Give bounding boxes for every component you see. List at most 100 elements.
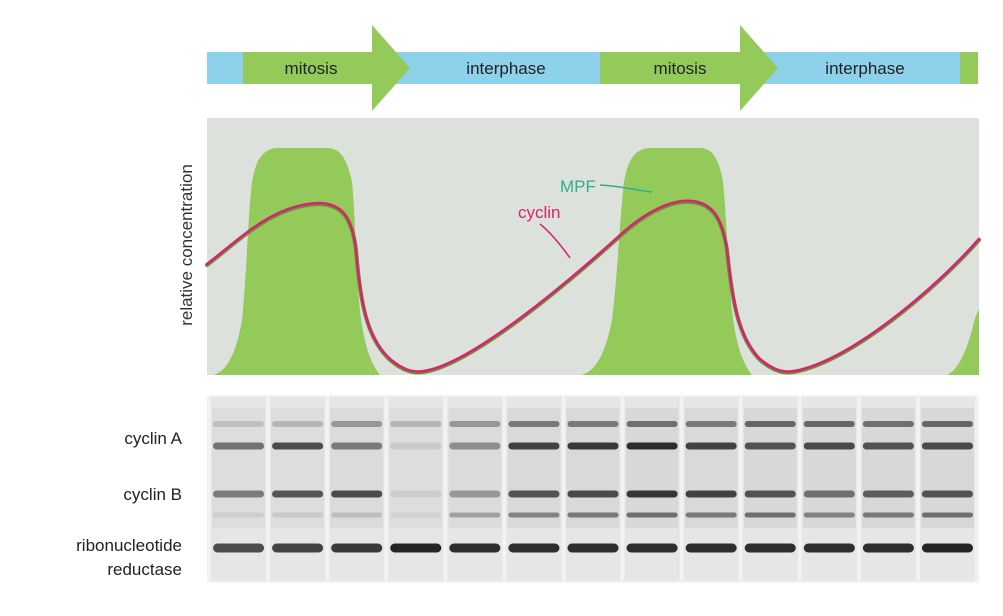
gel-lanes bbox=[211, 397, 975, 581]
gel-band-cyclin-B-lower bbox=[862, 512, 914, 518]
gel-band-cyclin-B-lower bbox=[390, 512, 442, 518]
gel-band-cyclin-A-upper bbox=[449, 421, 501, 427]
cyclin-label: cyclin bbox=[518, 203, 561, 222]
gel-band-cyclin-A-lower bbox=[685, 442, 737, 450]
gel-band-cyclin-B bbox=[744, 490, 796, 498]
gel-band-ribonucleotide-reductase bbox=[862, 543, 914, 553]
phase-arrow-mitosis-1 bbox=[243, 25, 410, 111]
gel-lane-smear bbox=[330, 408, 384, 528]
gel-band-ribonucleotide-reductase bbox=[272, 543, 324, 553]
gel-band-cyclin-A-upper bbox=[744, 421, 796, 427]
gel-band-cyclin-B bbox=[626, 490, 678, 498]
gel-lane-smear bbox=[507, 408, 561, 528]
gel-band-cyclin-B bbox=[390, 490, 442, 498]
gel-lane-smear bbox=[802, 408, 856, 528]
gel-band-cyclin-B bbox=[685, 490, 737, 498]
gel-band-cyclin-A-lower bbox=[508, 442, 560, 450]
mpf-label: MPF bbox=[560, 177, 596, 196]
gel-band-cyclin-B bbox=[862, 490, 914, 498]
gel-band-cyclin-A-lower bbox=[272, 442, 324, 450]
gel-band-cyclin-B bbox=[272, 490, 324, 498]
gel-lane-smear bbox=[684, 408, 738, 528]
gel-lane-smear bbox=[625, 408, 679, 528]
band-label-cyclin-a: cyclin A bbox=[124, 429, 182, 448]
gel-band-cyclin-A-lower bbox=[331, 442, 383, 450]
gel-band-ribonucleotide-reductase bbox=[921, 543, 973, 553]
gel-band-cyclin-A-lower bbox=[449, 442, 501, 450]
gel-band-cyclin-B-lower bbox=[567, 512, 619, 518]
gel-band-cyclin-B-lower bbox=[508, 512, 560, 518]
gel-band-ribonucleotide-reductase bbox=[803, 543, 855, 553]
gel-band-ribonucleotide-reductase bbox=[567, 543, 619, 553]
y-axis-label: relative concentration bbox=[177, 164, 196, 326]
gel-band-cyclin-A-lower bbox=[626, 442, 678, 450]
gel-band-cyclin-B-lower bbox=[803, 512, 855, 518]
gel-band-cyclin-A-lower bbox=[213, 442, 265, 450]
gel-band-cyclin-B-lower bbox=[449, 512, 501, 518]
gel-band-cyclin-B-lower bbox=[213, 512, 265, 518]
gel-band-ribonucleotide-reductase bbox=[508, 543, 560, 553]
gel-band-cyclin-B-lower bbox=[626, 512, 678, 518]
gel-band-cyclin-B bbox=[803, 490, 855, 498]
gel-band-cyclin-A-upper bbox=[803, 421, 855, 427]
gel-band-ribonucleotide-reductase bbox=[449, 543, 501, 553]
gel-band-cyclin-A-upper bbox=[508, 421, 560, 427]
gel-band-cyclin-B-lower bbox=[685, 512, 737, 518]
gel-band-ribonucleotide-reductase bbox=[331, 543, 383, 553]
gel-band-cyclin-A-lower bbox=[803, 442, 855, 450]
gel-band-cyclin-B bbox=[921, 490, 973, 498]
gel-band-ribonucleotide-reductase bbox=[626, 543, 678, 553]
phase-label-mitosis-1: mitosis bbox=[285, 59, 338, 78]
gel-band-cyclin-B-lower bbox=[272, 512, 324, 518]
phase-label-mitosis-2: mitosis bbox=[654, 59, 707, 78]
mpf-pointer bbox=[599, 184, 653, 193]
gel-band-cyclin-B-lower bbox=[331, 512, 383, 518]
gel-band-cyclin-A-lower bbox=[744, 442, 796, 450]
gel-band-cyclin-A-upper bbox=[390, 421, 442, 427]
gel-band-cyclin-A-lower bbox=[862, 442, 914, 450]
gel-lane-smear bbox=[448, 408, 502, 528]
gel-band-cyclin-A-upper bbox=[685, 421, 737, 427]
gel-band-cyclin-B-lower bbox=[921, 512, 973, 518]
phase-bar: mitosis interphase mitosis interphase bbox=[207, 25, 978, 111]
phase-label-interphase-2: interphase bbox=[825, 59, 904, 78]
gel-blot: cyclin A cyclin B ribonucleotide reducta… bbox=[76, 395, 979, 583]
cyclin-line bbox=[205, 199, 981, 373]
gel-band-cyclin-A-lower bbox=[567, 442, 619, 450]
gel-lane-smear bbox=[271, 408, 325, 528]
gel-lane-smear bbox=[920, 408, 974, 528]
gel-band-cyclin-A-upper bbox=[272, 421, 324, 427]
gel-band-cyclin-A-lower bbox=[390, 442, 442, 450]
gel-band-cyclin-A-upper bbox=[567, 421, 619, 427]
band-label-ribonucleotide: ribonucleotide bbox=[76, 536, 182, 555]
gel-lane-smear bbox=[861, 408, 915, 528]
gel-band-cyclin-B bbox=[331, 490, 383, 498]
band-label-reductase: reductase bbox=[107, 560, 182, 579]
gel-band-cyclin-B bbox=[449, 490, 501, 498]
gel-band-cyclin-A-upper bbox=[331, 421, 383, 427]
gel-band-cyclin-B bbox=[508, 490, 560, 498]
mpf-peak-1 bbox=[213, 148, 380, 375]
gel-band-cyclin-A-lower bbox=[921, 442, 973, 450]
gel-band-ribonucleotide-reductase bbox=[390, 543, 442, 553]
phase-label-interphase-1: interphase bbox=[466, 59, 545, 78]
mpf-rise-3 bbox=[947, 310, 979, 375]
concentration-graph: MPF cyclin relative concentration bbox=[177, 118, 981, 375]
gel-band-ribonucleotide-reductase bbox=[685, 543, 737, 553]
cyclin-pointer bbox=[539, 223, 571, 259]
phase-arrow-mitosis-2 bbox=[600, 25, 778, 111]
band-label-cyclin-b: cyclin B bbox=[123, 485, 182, 504]
phase-seg-mitosis-end bbox=[960, 52, 978, 84]
gel-band-cyclin-A-upper bbox=[626, 421, 678, 427]
gel-band-cyclin-A-upper bbox=[862, 421, 914, 427]
gel-band-cyclin-A-upper bbox=[921, 421, 973, 427]
phase-seg-interphase-2 bbox=[755, 52, 960, 84]
gel-band-ribonucleotide-reductase bbox=[744, 543, 796, 553]
gel-band-cyclin-B bbox=[213, 490, 265, 498]
gel-band-cyclin-B bbox=[567, 490, 619, 498]
mpf-peak-2 bbox=[581, 148, 752, 375]
gel-band-cyclin-B-lower bbox=[744, 512, 796, 518]
phase-seg-interphase-1 bbox=[380, 52, 602, 84]
gel-band-cyclin-A-upper bbox=[213, 421, 265, 427]
